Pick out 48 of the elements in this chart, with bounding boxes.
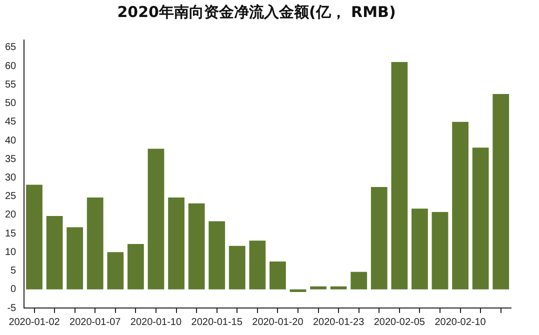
chart-title: 2020年南向资金净流入金额(亿， RMB) bbox=[117, 2, 396, 21]
y-tick-label: 35 bbox=[5, 154, 17, 165]
x-tick-label: 2020-02-10 bbox=[434, 316, 486, 328]
y-tick-label: 45 bbox=[5, 116, 17, 128]
bar bbox=[370, 187, 388, 290]
bar bbox=[46, 216, 63, 290]
bar bbox=[391, 62, 408, 290]
y-tick-label: 60 bbox=[5, 60, 17, 72]
y-tick-label: 5 bbox=[10, 266, 17, 277]
bar bbox=[228, 246, 246, 290]
y-tick-label: 30 bbox=[5, 172, 17, 184]
bar bbox=[310, 286, 326, 290]
x-tick-label: 2020-01-15 bbox=[191, 316, 243, 328]
x-tick-label: 2020-01-23 bbox=[312, 316, 365, 328]
bar bbox=[452, 122, 468, 290]
y-tick-label: 55 bbox=[5, 79, 17, 90]
bar bbox=[66, 227, 84, 290]
bar bbox=[290, 289, 306, 292]
y-tick-label: 10 bbox=[5, 246, 17, 258]
bar bbox=[412, 208, 428, 290]
x-tick-label: 2020-01-02 bbox=[8, 316, 60, 328]
bar bbox=[148, 148, 164, 290]
y-tick-label: 65 bbox=[5, 42, 17, 54]
bar bbox=[26, 184, 42, 290]
x-tick-label: 2020-01-07 bbox=[70, 316, 122, 328]
bar bbox=[270, 261, 286, 290]
bar bbox=[188, 203, 205, 290]
bar bbox=[249, 240, 266, 290]
bar bbox=[208, 221, 226, 290]
y-tick-label: 50 bbox=[5, 98, 17, 110]
y-tick-label: 0 bbox=[10, 284, 17, 296]
bar bbox=[472, 148, 489, 290]
bar bbox=[128, 244, 144, 290]
bar bbox=[107, 252, 124, 290]
y-tick-label: 20 bbox=[5, 210, 17, 221]
y-tick-label: 40 bbox=[5, 135, 17, 146]
bar bbox=[350, 272, 368, 290]
y-tick-label: 15 bbox=[5, 228, 17, 240]
y-tick-label: -5 bbox=[7, 302, 17, 314]
x-tick-label: 2020-01-10 bbox=[130, 316, 182, 328]
bar bbox=[168, 197, 184, 290]
x-tick-label: 2020-02-05 bbox=[374, 316, 426, 328]
x-tick-label: 2020-01-20 bbox=[252, 316, 304, 328]
bar bbox=[86, 197, 104, 290]
bar bbox=[330, 286, 347, 290]
y-tick-label: 25 bbox=[5, 191, 17, 202]
bar bbox=[492, 94, 510, 290]
bar bbox=[432, 212, 448, 290]
